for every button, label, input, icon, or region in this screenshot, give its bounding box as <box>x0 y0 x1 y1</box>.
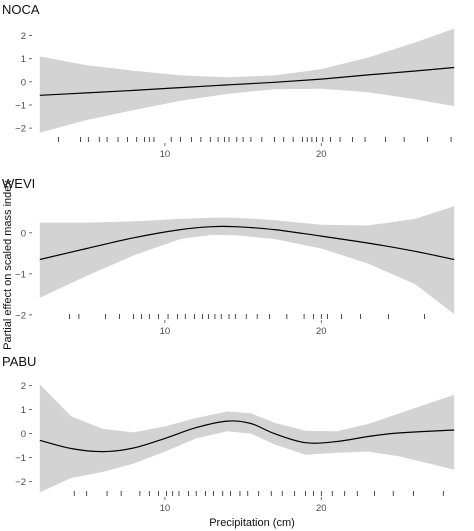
panel-noca: NOCA −2 −1 0 1 2 10 20 <box>2 2 455 160</box>
shared-x-axis-label: Precipitation (cm) <box>209 517 295 529</box>
panel-title: WEVI <box>2 176 35 191</box>
y-tick-label: 2 <box>21 381 26 392</box>
y-tick-label: 1 <box>21 54 26 65</box>
x-tick-label: 20 <box>316 326 327 337</box>
fitted-curve <box>39 225 455 261</box>
shared-y-axis-label: Partial effect on scaled mass index <box>2 180 14 350</box>
y-tick-label: 0 <box>21 429 26 440</box>
y-tick-label: −2 <box>15 124 26 135</box>
x-tick-label: 10 <box>160 503 171 514</box>
y-tick-label: 2 <box>21 31 26 42</box>
confidence-band <box>39 384 455 493</box>
fitted-curve <box>39 420 455 453</box>
confidence-band <box>39 206 455 315</box>
panel-title: NOCA <box>2 2 40 17</box>
x-tick-label: 20 <box>316 503 327 514</box>
x-tick-label: 10 <box>160 326 171 337</box>
y-tick-label: 1 <box>21 405 26 416</box>
y-tick-label: −2 <box>15 310 26 321</box>
confidence-band <box>39 28 455 133</box>
x-tick-label: 20 <box>316 149 327 160</box>
y-tick-label: −1 <box>15 269 26 280</box>
y-tick-label: −1 <box>15 453 26 464</box>
panel-pabu: PABU −2 −1 0 1 2 10 20 <box>2 354 455 514</box>
y-tick-label: 0 <box>21 77 26 88</box>
y-tick-label: −2 <box>15 477 26 488</box>
y-tick-label: 0 <box>21 228 26 239</box>
x-tick-label: 10 <box>160 149 171 160</box>
fitted-curve <box>39 66 455 96</box>
panel-wevi: WEVI −2 −1 0 10 20 <box>2 176 455 337</box>
panel-title: PABU <box>2 354 36 369</box>
y-tick-label: −1 <box>15 100 26 111</box>
